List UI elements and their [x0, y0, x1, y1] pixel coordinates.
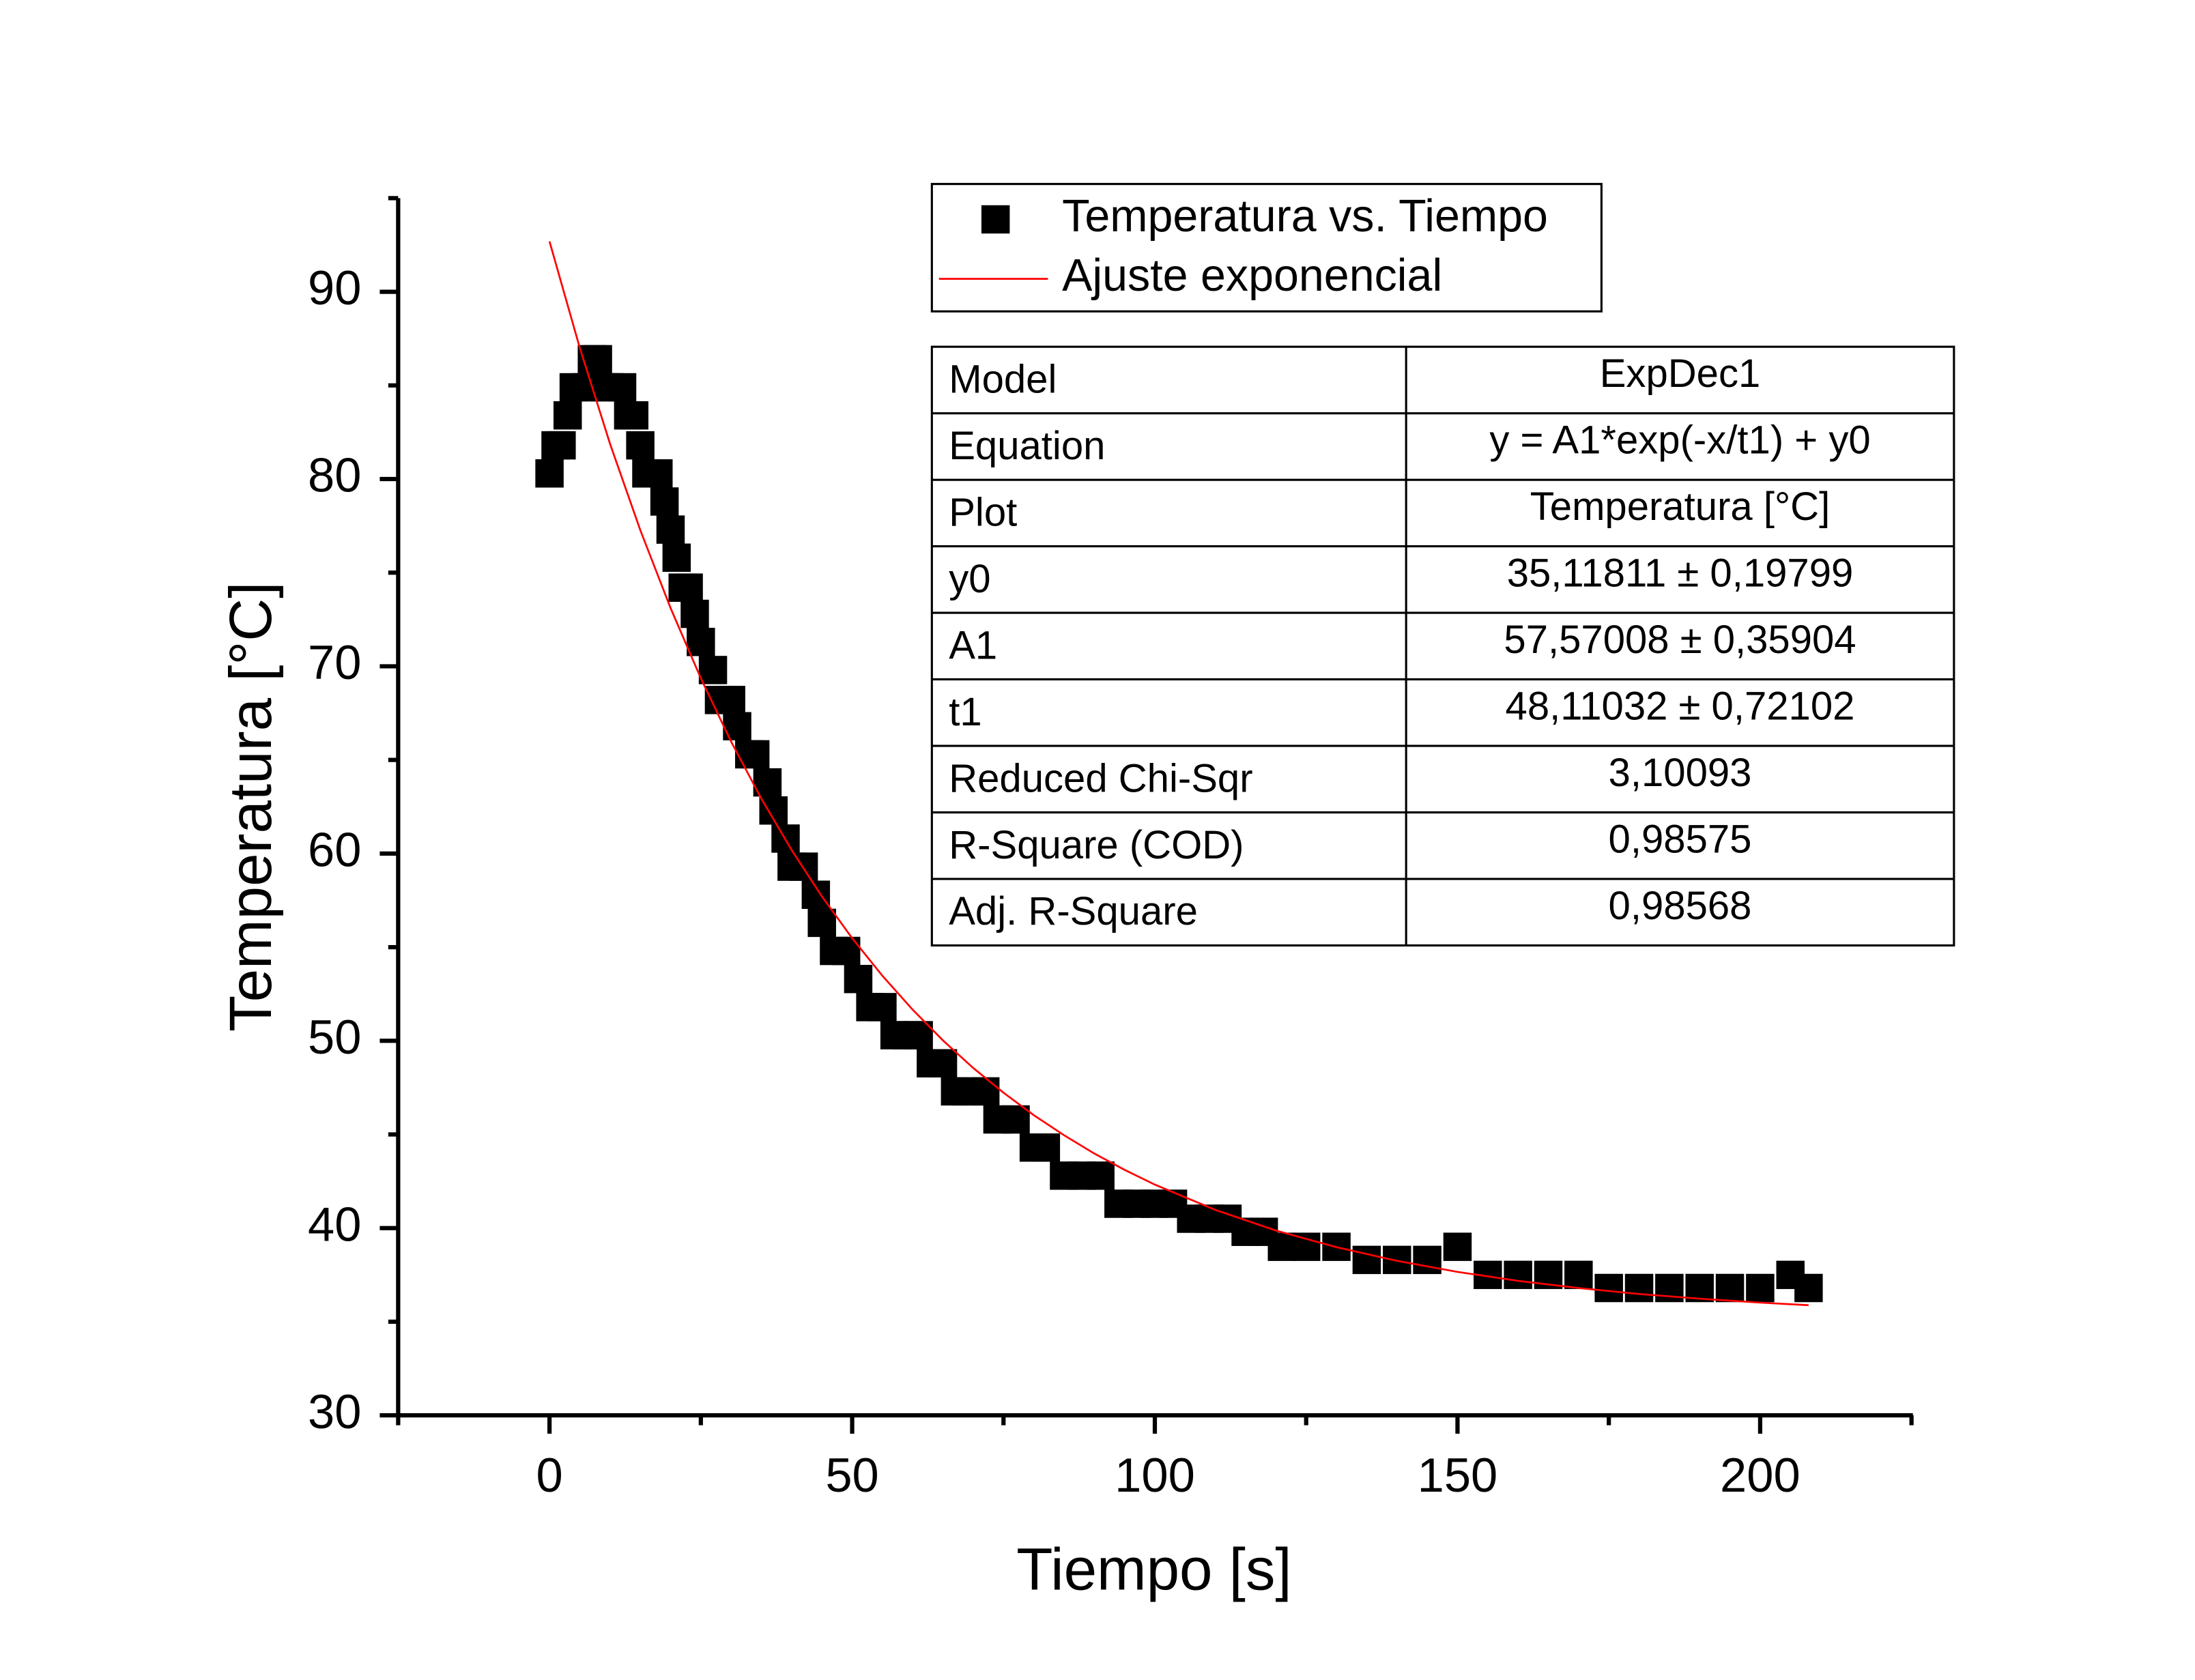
y-tick-label: 40: [308, 1197, 361, 1251]
data-point: [1594, 1273, 1623, 1303]
data-point: [607, 373, 637, 402]
data-point: [928, 1049, 958, 1077]
table-value: y = A1*exp(-x/t1) + y0: [1489, 418, 1870, 463]
data-point: [687, 628, 715, 656]
data-point: [1291, 1232, 1321, 1261]
data-point: [680, 599, 709, 628]
x-axis-title: Tiempo [s]: [1016, 1536, 1291, 1602]
fit-line: [548, 241, 1809, 1307]
x-tick-label: 200: [1720, 1448, 1801, 1502]
data-point: [1746, 1273, 1775, 1303]
y-tick-label: 50: [308, 1010, 361, 1064]
x-tick-label: 150: [1418, 1448, 1498, 1502]
table-key: Reduced Chi-Sqr: [949, 756, 1252, 800]
table-key: Adj. R-Square: [949, 889, 1198, 933]
data-point: [1352, 1245, 1381, 1275]
data-point: [1443, 1232, 1472, 1261]
legend-box: [930, 183, 1603, 313]
data-point: [1267, 1232, 1296, 1261]
table-border: [930, 345, 1955, 947]
data-point: [807, 908, 836, 938]
legend-label: Ajuste exponencial: [1062, 250, 1442, 301]
data-point: [789, 852, 818, 881]
legend-marker: [981, 205, 1010, 234]
y-tick-label: 30: [308, 1385, 361, 1438]
x-tick-label: 50: [825, 1448, 878, 1502]
data-point: [620, 401, 649, 430]
table-key: Model: [949, 357, 1057, 401]
data-point: [717, 686, 745, 714]
data-point: [644, 459, 673, 488]
data-point: [1413, 1245, 1441, 1275]
data-point: [868, 993, 897, 1022]
data-point: [1624, 1273, 1654, 1303]
data-point: [831, 936, 861, 966]
data-point: [1794, 1273, 1823, 1303]
data-point: [1715, 1273, 1745, 1303]
table-value: 0,98575: [1609, 817, 1752, 861]
data-point: [844, 964, 873, 994]
data-point: [656, 515, 685, 544]
data-point: [741, 740, 770, 769]
table-key: Equation: [949, 424, 1105, 468]
data-point: [801, 880, 831, 909]
data-point: [547, 431, 576, 460]
data-point: [698, 656, 728, 684]
table-value: 3,10093: [1609, 751, 1752, 795]
y-tick-label: 60: [308, 822, 361, 876]
data-point: [674, 573, 703, 602]
y-tick-label: 80: [308, 448, 361, 502]
table-key: t1: [949, 690, 981, 734]
data-point: [1031, 1133, 1061, 1162]
legend-label: Temperatura vs. Tiempo: [1062, 191, 1548, 242]
table-key: R-Square (COD): [949, 823, 1244, 867]
data-point: [584, 345, 612, 374]
y-axis-title: Temperatura [°C]: [218, 582, 284, 1032]
data-point: [553, 401, 582, 430]
y-tick-label: 70: [308, 635, 361, 689]
x-tick-label: 0: [536, 1448, 562, 1502]
data-point: [1504, 1260, 1532, 1290]
table-value: 57,57008 ± 0,35904: [1504, 618, 1856, 662]
table-key: A1: [949, 623, 997, 667]
data-point: [971, 1077, 1000, 1106]
x-tick-label: 100: [1115, 1448, 1195, 1502]
table-key: y0: [949, 557, 990, 601]
data-point: [626, 431, 655, 460]
data-point: [723, 712, 751, 740]
data-point: [1086, 1161, 1115, 1190]
table-value: ExpDec1: [1600, 351, 1761, 396]
data-point: [662, 543, 691, 573]
table-value: 35,11811 ± 0,19799: [1507, 551, 1854, 596]
table-value: Temperatura [°C]: [1530, 484, 1831, 529]
table-value: 0,98568: [1609, 884, 1752, 928]
data-point: [1001, 1105, 1030, 1134]
table-key: Plot: [949, 490, 1017, 534]
table-value: 48,11032 ± 0,72102: [1506, 684, 1855, 728]
data-point: [535, 459, 564, 488]
data-point: [650, 487, 679, 516]
data-point: [1564, 1260, 1593, 1290]
y-tick-label: 90: [308, 261, 361, 315]
